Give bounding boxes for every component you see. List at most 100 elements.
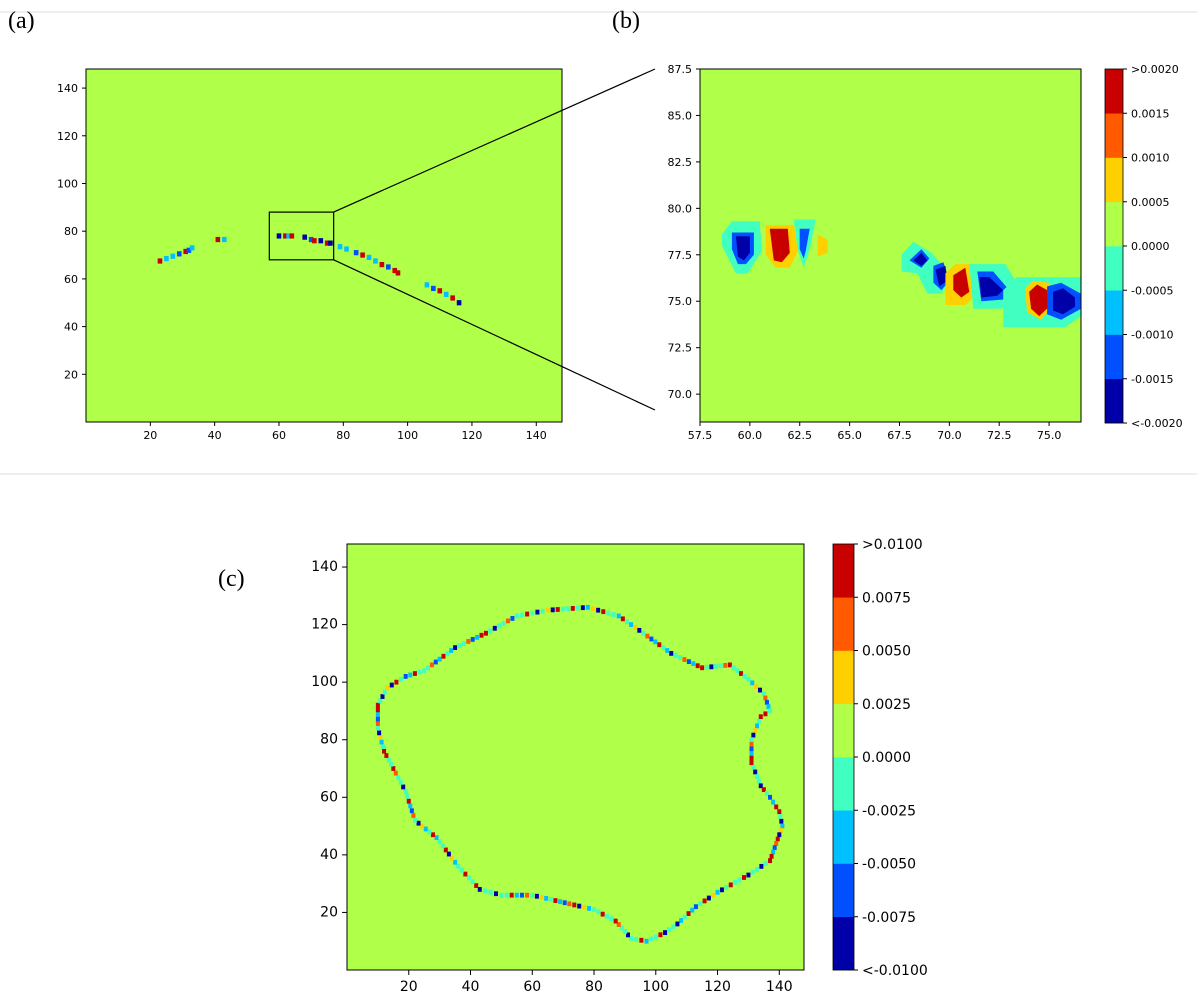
heatmap-cell bbox=[644, 938, 649, 944]
heatmap-cell bbox=[488, 889, 493, 895]
heatmap-cell bbox=[604, 914, 609, 919]
heatmap-cell bbox=[772, 845, 777, 851]
heatmap-cell bbox=[611, 612, 616, 617]
heatmap-cell bbox=[417, 669, 422, 675]
heatmap-cell bbox=[373, 258, 378, 264]
heatmap-cell bbox=[396, 775, 401, 781]
heatmap-cell bbox=[775, 836, 780, 842]
heatmap-cell bbox=[466, 639, 471, 644]
colorbar-label: 0.0025 bbox=[862, 697, 911, 713]
heatmap-cell bbox=[429, 662, 434, 668]
heatmap-cell bbox=[525, 892, 530, 898]
contour-region bbox=[1033, 288, 1046, 315]
heatmap-cell bbox=[176, 251, 182, 257]
heatmap-cell bbox=[778, 827, 783, 833]
colorbar-label: -0.0005 bbox=[1131, 284, 1173, 297]
heatmap-cell bbox=[506, 618, 511, 624]
axes-frame bbox=[85, 68, 563, 423]
contour-region bbox=[1053, 288, 1075, 315]
heatmap-cell bbox=[686, 659, 691, 665]
heatmap-cell bbox=[746, 872, 751, 878]
heatmap-cell bbox=[443, 847, 448, 853]
heatmap-cell bbox=[590, 606, 595, 612]
x-tick-label: 67.5 bbox=[887, 429, 912, 442]
contour-region bbox=[913, 252, 928, 266]
y-tick-label: 40 bbox=[64, 321, 78, 334]
heatmap-cell bbox=[328, 240, 333, 246]
heatmap-cell bbox=[443, 291, 449, 297]
x-tick-label: 100 bbox=[397, 429, 418, 442]
heatmap-cell bbox=[713, 663, 718, 669]
colorbar-segment bbox=[1105, 378, 1123, 424]
colorbar-label: -0.0010 bbox=[1131, 329, 1173, 342]
heatmap-cell bbox=[629, 935, 634, 941]
heatmap-cell bbox=[667, 927, 672, 933]
zoom-line-top bbox=[333, 68, 656, 213]
heatmap-cell bbox=[768, 794, 773, 800]
heatmap-cell bbox=[742, 674, 747, 679]
panel-b-colorbar: <-0.0020 -0.0015 -0.0010 -0.0005 0.0000 0.000… bbox=[1104, 63, 1183, 430]
colorbar-segment bbox=[833, 703, 854, 758]
heatmap-background bbox=[700, 69, 1081, 422]
y-tick-label: 82.5 bbox=[668, 156, 693, 169]
axes-frame bbox=[346, 543, 805, 971]
y-tick-label: 60 bbox=[320, 789, 338, 805]
heatmap-cell bbox=[749, 746, 754, 752]
x-tick-label: 20 bbox=[143, 429, 157, 442]
x-tick-label: 140 bbox=[526, 429, 547, 442]
x-tick-label: 57.5 bbox=[688, 429, 713, 442]
x-tick-label: 80 bbox=[336, 429, 350, 442]
heatmap-cell bbox=[737, 877, 742, 883]
heatmap-cell bbox=[753, 769, 758, 775]
heatmap-cell bbox=[587, 906, 592, 911]
heatmap-cell bbox=[616, 613, 621, 619]
heatmap-cell bbox=[580, 605, 585, 611]
heatmap-cell bbox=[283, 233, 288, 239]
heatmap-cell bbox=[386, 757, 391, 763]
heatmap-cell bbox=[751, 764, 756, 770]
heatmap-cell bbox=[756, 778, 761, 784]
heatmap-cell bbox=[337, 244, 343, 250]
heatmap-cell bbox=[691, 661, 696, 667]
heatmap-cell bbox=[431, 285, 436, 292]
heatmap-cell bbox=[779, 818, 784, 824]
heatmap-cell bbox=[483, 888, 488, 894]
heatmap-cell bbox=[530, 610, 535, 616]
heatmap-cell bbox=[665, 648, 670, 653]
colorbar-label: -0.0025 bbox=[862, 803, 916, 819]
heatmap-cell bbox=[449, 648, 454, 653]
y-tick-label: 20 bbox=[320, 904, 338, 920]
y-tick-label: 70.0 bbox=[668, 388, 693, 401]
contour-region bbox=[955, 273, 968, 294]
x-tick-label: 120 bbox=[704, 979, 731, 995]
heatmap-cell bbox=[164, 256, 169, 262]
heatmap-cell bbox=[715, 889, 720, 895]
heatmap-cell bbox=[616, 922, 621, 927]
heatmap-cell bbox=[437, 839, 442, 845]
y-tick-label: 75.0 bbox=[668, 295, 693, 308]
heatmap-cell bbox=[622, 929, 627, 934]
heatmap-cell bbox=[749, 760, 754, 766]
heatmap-cell bbox=[440, 843, 445, 849]
colorbar-segment bbox=[1105, 290, 1123, 335]
heatmap-cell bbox=[466, 875, 471, 881]
heatmap-cell bbox=[735, 668, 740, 674]
heatmap-cell bbox=[399, 676, 404, 682]
heatmap-cell bbox=[739, 671, 744, 676]
heatmap-cell bbox=[774, 840, 779, 846]
heatmap-cell bbox=[408, 672, 413, 678]
heatmap-cell bbox=[750, 680, 755, 686]
heatmap-cell bbox=[596, 909, 601, 915]
heatmap-cell bbox=[733, 880, 738, 885]
heatmap-cell bbox=[777, 809, 782, 815]
heatmap-cell bbox=[753, 728, 758, 733]
heatmap-cell bbox=[384, 753, 389, 758]
x-tick-label: 60 bbox=[523, 979, 541, 995]
heatmap-cell bbox=[386, 264, 391, 270]
heatmap-cell bbox=[423, 826, 428, 832]
heatmap-cell bbox=[724, 884, 729, 890]
colorbar-segment bbox=[1105, 246, 1123, 291]
heatmap-cell bbox=[422, 668, 427, 674]
heatmap-cell bbox=[653, 639, 658, 645]
heatmap-cell bbox=[686, 911, 691, 916]
